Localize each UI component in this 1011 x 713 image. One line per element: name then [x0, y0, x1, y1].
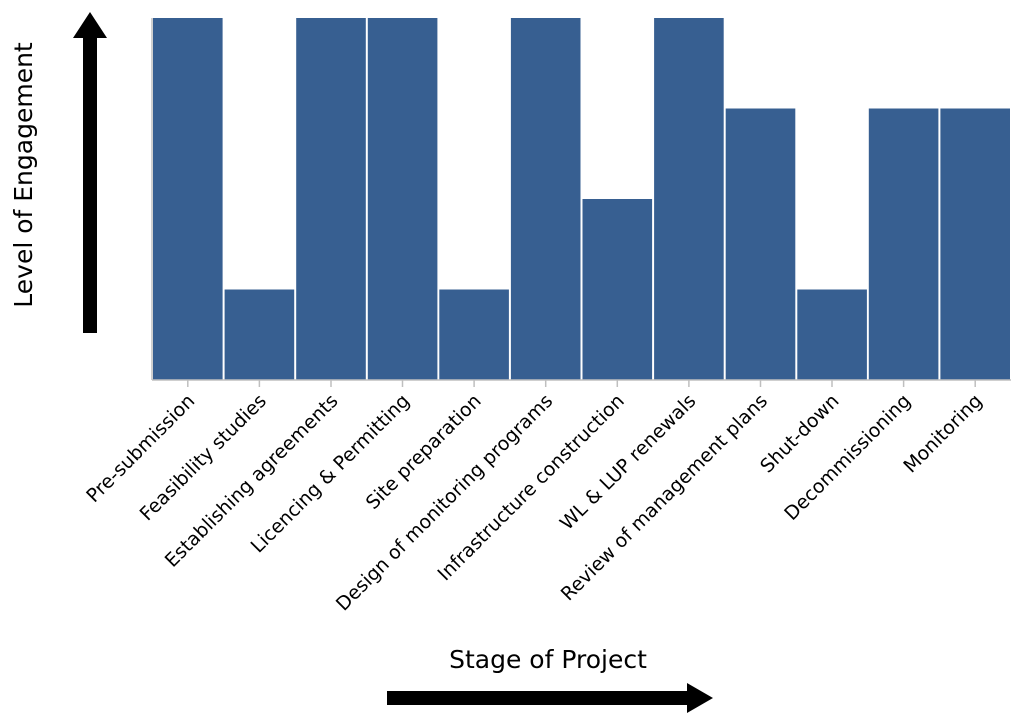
bar-5	[510, 18, 581, 380]
x-tick-label-7: WL & LUP renewals	[556, 390, 701, 535]
bar-4	[439, 289, 509, 380]
bar-6	[582, 199, 653, 380]
bars-group	[153, 18, 1010, 380]
bar-10	[868, 108, 939, 380]
y-axis-arrow	[73, 12, 107, 333]
bar-3	[367, 18, 438, 380]
bar-0	[153, 18, 223, 380]
x-tick-label-10: Decommissioning	[780, 390, 915, 525]
bar-9	[797, 289, 867, 380]
x-axis-arrow	[387, 683, 713, 713]
bar-2	[296, 18, 366, 380]
bar-11	[940, 108, 1010, 380]
y-axis-title: Level of Engagement	[9, 42, 38, 308]
bar-1	[224, 289, 295, 380]
bar-8	[725, 108, 796, 380]
x-ticks-group	[187, 380, 976, 387]
bar-7	[654, 18, 724, 380]
x-tick-label-1: Feasibility studies	[136, 390, 271, 525]
x-axis-title: Stage of Project	[449, 645, 647, 674]
